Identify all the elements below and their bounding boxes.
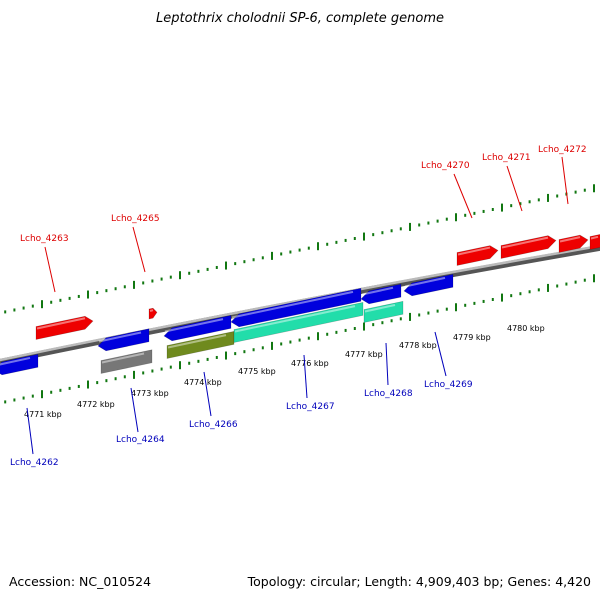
gene-lcho-4273-partial-highlight <box>590 235 599 240</box>
reverse-label-leader <box>130 387 139 433</box>
feature-aqua-1-highlight <box>234 305 356 333</box>
reverse-gene-label: Lcho_4262 <box>10 458 59 468</box>
gene-lcho-4264-highlight <box>98 331 142 343</box>
accession-text: Accession: NC_010524 <box>9 574 151 589</box>
kbp-label: 4771 kbp <box>24 410 62 419</box>
gene-lcho-4262-highlight <box>0 356 31 366</box>
gene-lcho-4272-highlight <box>559 236 581 243</box>
gene-lcho-4263 <box>35 315 94 340</box>
forward-label-leader <box>44 246 56 293</box>
gene-lcho-4269 <box>403 273 454 297</box>
gene-lcho-4265-highlight <box>149 309 154 312</box>
forward-gene-label: Lcho_4270 <box>421 161 470 171</box>
reverse-gene-label: Lcho_4266 <box>189 420 238 430</box>
forward-gene-label: Lcho_4272 <box>538 145 587 155</box>
gene-lcho-4269-highlight <box>404 276 446 288</box>
forward-label-leader <box>561 156 569 205</box>
forward-gene-label: Lcho_4271 <box>482 153 531 163</box>
gene-lcho-4271-highlight <box>501 236 549 249</box>
kbp-label: 4774 kbp <box>184 378 222 387</box>
gene-lcho-4271 <box>500 235 557 259</box>
feature-olive-highlight <box>167 334 227 349</box>
reverse-label-leader <box>434 331 447 377</box>
kbp-label: 4778 kbp <box>399 341 437 350</box>
genome-summary-text: Topology: circular; Length: 4,909,403 bp… <box>247 574 591 589</box>
gene-lcho-4267-highlight <box>231 290 354 319</box>
reverse-label-leader <box>26 407 34 455</box>
forward-gene-label: Lcho_4265 <box>111 214 160 224</box>
forward-gene-label: Lcho_4263 <box>20 234 69 244</box>
gene-lcho-4266-highlight <box>164 318 224 333</box>
reverse-label-leader <box>203 371 212 417</box>
gene-lcho-4266 <box>163 315 232 342</box>
gene-lcho-4268-highlight <box>361 286 394 296</box>
kbp-scale-labels: 4771 kbp 4772 kbp 4773 kbp 4774 kbp 4775 kbp… <box>24 324 545 419</box>
gene-lcho-4273-partial <box>589 234 600 250</box>
kbp-label: 4780 kbp <box>507 324 545 333</box>
forward-label-leader <box>453 173 473 219</box>
forward-tick-track <box>4 184 595 314</box>
gene-lcho-4270-highlight <box>457 246 491 256</box>
reverse-gene-label: Lcho_4264 <box>116 435 165 445</box>
kbp-label: 4779 kbp <box>453 333 491 342</box>
gene-labels: Lcho_4263 Lcho_4265 Lcho_4270 Lcho_4271 Lcho… <box>10 145 587 468</box>
gene-lcho-4262 <box>0 353 39 376</box>
gene-lcho-4270 <box>456 245 499 266</box>
map-title: Leptothrix cholodnii SP-6, complete geno… <box>156 11 444 26</box>
reverse-label-leader <box>385 342 389 386</box>
feature-gray <box>100 349 153 374</box>
kbp-label: 4776 kbp <box>291 359 329 368</box>
reverse-gene-label: Lcho_4268 <box>364 389 413 399</box>
feature-gray-highlight <box>101 352 145 364</box>
gene-lcho-4268 <box>360 283 402 305</box>
gene-lcho-4267 <box>230 287 362 328</box>
forward-label-leader <box>506 165 523 212</box>
gene-lcho-4272 <box>558 234 589 253</box>
feature-aqua-1 <box>233 302 364 343</box>
gene-lcho-4264 <box>97 328 150 352</box>
reverse-tick-track <box>4 274 595 404</box>
feature-olive <box>166 331 235 359</box>
kbp-label: 4773 kbp <box>131 389 169 398</box>
forward-label-leader <box>132 226 146 273</box>
kbp-label: 4775 kbp <box>238 367 276 376</box>
gene-lcho-4265 <box>148 307 158 320</box>
feature-aqua-2-highlight <box>364 304 396 313</box>
kbp-label: 4772 kbp <box>77 400 115 409</box>
gene-features <box>0 234 600 376</box>
feature-aqua-2 <box>363 300 404 323</box>
gene-lcho-4263-highlight <box>36 317 86 330</box>
reverse-gene-label: Lcho_4267 <box>286 402 335 412</box>
kbp-label: 4777 kbp <box>345 350 383 359</box>
reverse-label-leader <box>303 354 308 399</box>
reverse-gene-label: Lcho_4269 <box>424 380 473 390</box>
